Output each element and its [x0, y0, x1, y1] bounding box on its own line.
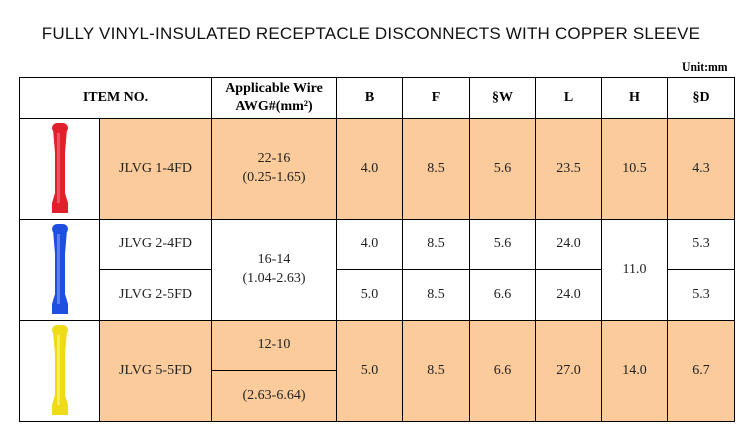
table-row: JLVG 5-5FD 12-10 5.0 8.5 6.6 27.0 14.0 6…: [19, 320, 735, 422]
header-h: H: [601, 77, 668, 119]
page-title: FULLY VINYL-INSULATED RECEPTACLE DISCONN…: [41, 24, 701, 43]
f-value: 8.5: [402, 219, 470, 270]
awg: 16-14: [257, 252, 291, 268]
header-row: ITEM NO. Applicable Wire AWG#(mm²) B F §W…: [19, 77, 735, 119]
b-value: 4.0: [336, 219, 403, 270]
header-l: L: [535, 77, 602, 119]
l-value: 23.5: [535, 118, 602, 220]
f-value: 8.5: [402, 269, 470, 321]
header-f: F: [402, 77, 470, 119]
table-row: JLVG 2-4FD 16-14 (1.04-2.63) 4.0 8.5 5.6 …: [19, 219, 735, 321]
awg: 22-16: [257, 151, 291, 167]
w-value: 5.6: [469, 219, 536, 270]
d-value: 4.3: [667, 118, 735, 220]
item-no: JLVG 2-4FD: [99, 219, 212, 270]
header-wire-line2: AWG#(mm²): [235, 99, 313, 114]
header-item: ITEM NO.: [19, 77, 212, 119]
w-value: 6.6: [469, 269, 536, 321]
h-value: 11.0: [601, 219, 668, 321]
wire-range: 22-16 (0.25-1.65): [211, 118, 337, 220]
h-value: 10.5: [601, 118, 668, 220]
mm2: (1.04-2.63): [242, 271, 306, 286]
item-no: JLVG 1-4FD: [99, 118, 212, 220]
yellow-connector-image: [19, 320, 100, 422]
table-row: (2.63-6.64): [20, 370, 735, 422]
red-connector-image: [19, 118, 100, 220]
header-wire: Applicable Wire AWG#(mm²): [211, 77, 337, 119]
header-wire-line1: Applicable Wire: [225, 80, 323, 96]
w-value: 5.6: [469, 118, 536, 220]
b-value: 5.0: [336, 320, 403, 422]
item-no: JLVG 2-5FD: [99, 269, 212, 321]
b-value: 4.0: [336, 118, 403, 220]
l-value: 27.0: [535, 320, 602, 422]
d-value: 5.3: [667, 219, 735, 270]
d-value: 6.7: [667, 320, 735, 422]
header-w: §W: [469, 77, 536, 119]
spec-table: ITEM NO. Applicable Wire AWG#(mm²) B F §W…: [19, 77, 735, 422]
b-value: 5.0: [336, 269, 403, 321]
blue-connector-image: [19, 219, 100, 321]
f-value: 8.5: [402, 320, 470, 422]
l-value: 24.0: [535, 269, 602, 321]
table-row: JLVG 1-4FD 22-16 (0.25-1.65) 4.0 8.5 5.6 …: [19, 118, 735, 220]
l-value: 24.0: [535, 219, 602, 270]
h-value: 14.0: [601, 320, 668, 422]
mm2: (0.25-1.65): [242, 170, 306, 185]
d-value: 5.3: [667, 269, 735, 321]
mm2: (2.63-6.64): [211, 370, 337, 422]
w-value: 6.6: [469, 320, 536, 422]
wire-range: 16-14 (1.04-2.63): [211, 219, 337, 321]
awg: 12-10: [211, 320, 337, 371]
f-value: 8.5: [402, 118, 470, 220]
header-b: B: [336, 77, 403, 119]
unit-label: Unit:mm: [682, 59, 728, 74]
table-row: JLVG 2-5FD 5.0 8.5 6.6 24.0 5.3: [20, 269, 735, 321]
item-no: JLVG 5-5FD: [99, 320, 212, 422]
header-d: §D: [667, 77, 735, 119]
